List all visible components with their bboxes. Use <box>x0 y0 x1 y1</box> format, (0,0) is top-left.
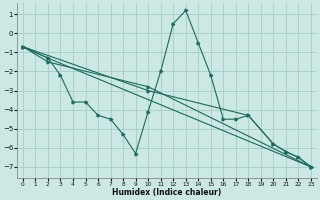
X-axis label: Humidex (Indice chaleur): Humidex (Indice chaleur) <box>112 188 221 197</box>
